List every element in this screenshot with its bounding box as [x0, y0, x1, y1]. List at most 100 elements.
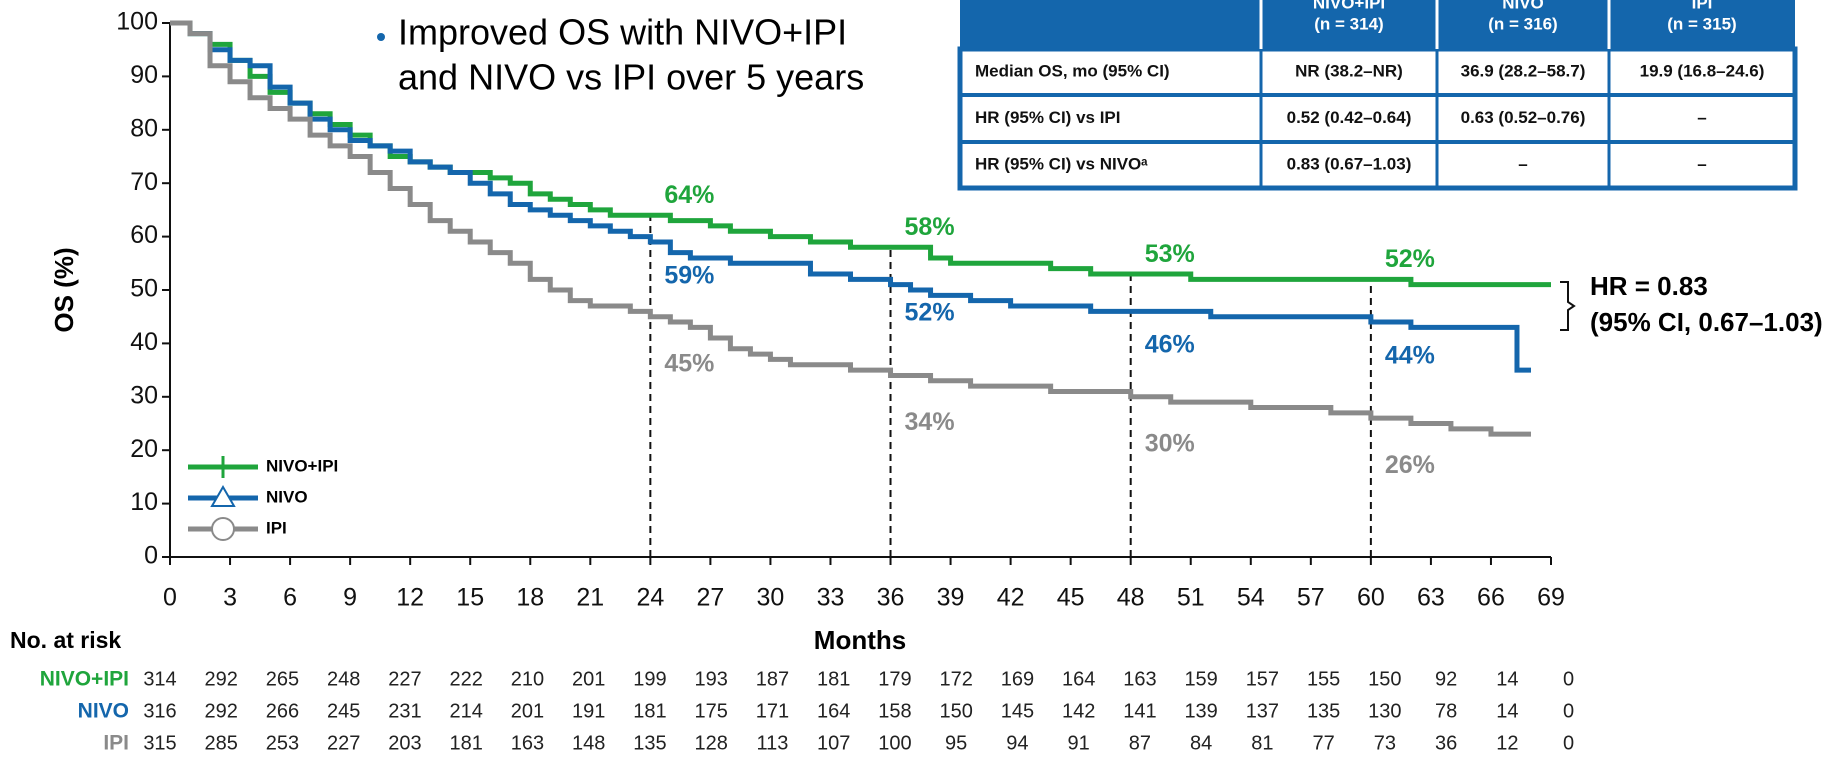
summary-table: NIVO+IPI (n = 314) NIVO (n = 316) IPI (n = 31…	[957, 0, 1798, 191]
risk-count: 179	[878, 668, 911, 690]
table-header: NIVO	[1502, 0, 1544, 12]
table-cell: NR (38.2–NR)	[1295, 61, 1403, 80]
legend-label: NIVO	[266, 487, 308, 506]
x-tick-label: 39	[937, 584, 965, 612]
x-tick-label: 48	[1117, 584, 1145, 612]
hr-bracket	[1560, 281, 1576, 331]
table-header: (n = 316)	[1488, 14, 1557, 33]
risk-count: 78	[1435, 700, 1457, 722]
risk-count: 95	[945, 732, 967, 754]
landmark-label: 52%	[905, 299, 955, 327]
risk-count: 214	[450, 700, 483, 722]
y-tick-label: 70	[130, 168, 158, 196]
table-cell: –	[1697, 154, 1706, 173]
risk-count: 91	[1068, 732, 1090, 754]
x-tick-label: 63	[1417, 584, 1445, 612]
risk-count: 314	[143, 668, 176, 690]
x-tick-label: 30	[757, 584, 785, 612]
table-header: (n = 315)	[1667, 14, 1736, 33]
risk-count: 150	[1368, 668, 1401, 690]
risk-count: 14	[1496, 668, 1518, 690]
risk-count: 92	[1435, 668, 1457, 690]
risk-count: 222	[450, 668, 483, 690]
landmark-label: 52%	[1385, 245, 1435, 273]
risk-count: 163	[511, 732, 544, 754]
landmark-label: 64%	[664, 181, 714, 209]
landmark-label: 53%	[1145, 240, 1195, 268]
bullet	[377, 33, 385, 41]
legend-label: NIVO+IPI	[266, 456, 338, 475]
risk-count: 248	[327, 668, 360, 690]
x-tick-label: 51	[1177, 584, 1205, 612]
risk-count: 201	[572, 668, 605, 690]
risk-count: 155	[1307, 668, 1340, 690]
x-tick-label: 45	[1057, 584, 1085, 612]
landmark-label: 59%	[664, 261, 714, 289]
y-tick-label: 20	[130, 435, 158, 463]
legend-marker	[210, 485, 236, 507]
x-tick-label: 18	[516, 584, 544, 612]
legend-marker	[212, 456, 234, 478]
hr-annotation: (95% CI, 0.67–1.03)	[1590, 307, 1823, 337]
risk-count: 0	[1563, 668, 1574, 690]
risk-count: 245	[327, 700, 360, 722]
risk-count: 142	[1062, 700, 1095, 722]
table-cell: 0.63 (0.52–0.76)	[1461, 108, 1586, 127]
risk-count: 148	[572, 732, 605, 754]
risk-count: 164	[817, 700, 850, 722]
risk-row-name: NIVO	[78, 700, 129, 723]
risk-count: 169	[1001, 668, 1034, 690]
risk-count: 128	[695, 732, 728, 754]
y-tick-label: 0	[144, 542, 158, 570]
risk-count: 227	[327, 732, 360, 754]
risk-row-name: IPI	[103, 732, 129, 755]
legend-label: IPI	[266, 518, 287, 537]
risk-count: 292	[205, 668, 238, 690]
y-tick-label: 80	[130, 114, 158, 142]
table-row-label: Median OS, mo (95% CI)	[975, 61, 1170, 80]
legend-marker	[211, 517, 235, 541]
table-cell: 19.9 (16.8–24.6)	[1640, 61, 1765, 80]
risk-count: 253	[266, 732, 299, 754]
risk-count: 87	[1129, 732, 1151, 754]
risk-count: 187	[756, 668, 789, 690]
risk-count: 113	[756, 732, 788, 754]
risk-count: 231	[388, 700, 421, 722]
table-header-bg	[960, 0, 1795, 49]
risk-count: 0	[1563, 700, 1574, 722]
risk-count: 157	[1246, 668, 1279, 690]
km-curve	[170, 20, 1531, 437]
landmark-label: 44%	[1385, 341, 1435, 369]
x-tick-label: 21	[576, 584, 604, 612]
x-tick-label: 3	[223, 584, 237, 612]
hr-annotation: HR = 0.83	[1590, 271, 1708, 301]
x-axis-label: Months	[814, 625, 906, 655]
risk-count: 181	[450, 732, 483, 754]
table-cell: –	[1697, 108, 1706, 127]
risk-count: 191	[572, 700, 605, 722]
risk-count: 210	[511, 668, 544, 690]
y-tick-label: 100	[116, 8, 158, 36]
risk-count: 137	[1246, 700, 1279, 722]
annotation: Improved OS with NIVO+IPI	[398, 12, 847, 53]
risk-count: 139	[1184, 700, 1217, 722]
landmark-label: 58%	[905, 213, 955, 241]
landmark-label: 45%	[664, 349, 714, 377]
annotation: and NIVO vs IPI over 5 years	[398, 57, 864, 98]
table-header: (n = 314)	[1314, 14, 1383, 33]
risk-count: 77	[1313, 732, 1335, 754]
x-tick-label: 69	[1537, 584, 1565, 612]
risk-count: 315	[143, 732, 176, 754]
risk-count: 175	[695, 700, 728, 722]
risk-count: 159	[1184, 668, 1217, 690]
risk-count: 81	[1251, 732, 1273, 754]
risk-count: 158	[878, 700, 911, 722]
risk-count: 100	[878, 732, 911, 754]
landmark-label: 26%	[1385, 451, 1435, 479]
x-tick-label: 33	[817, 584, 845, 612]
x-tick-label: 66	[1477, 584, 1505, 612]
risk-count: 201	[511, 700, 544, 722]
risk-count: 227	[388, 668, 421, 690]
risk-row-name: NIVO+IPI	[40, 668, 129, 691]
x-tick-label: 54	[1237, 584, 1265, 612]
